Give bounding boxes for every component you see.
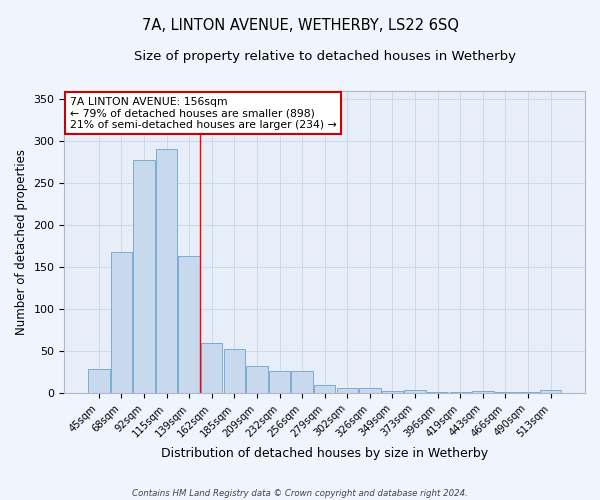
Bar [224,348,245,394]
Title: Size of property relative to detached houses in Wetherby: Size of property relative to detached ho… [134,50,516,63]
Bar [110,252,132,394]
Bar [337,388,358,394]
Bar [201,343,223,394]
Bar [314,385,335,394]
Bar [472,391,494,394]
Y-axis label: Number of detached properties: Number of detached properties [15,149,28,335]
Bar [449,392,471,394]
Bar [404,390,426,394]
Bar [382,391,403,394]
X-axis label: Distribution of detached houses by size in Wetherby: Distribution of detached houses by size … [161,447,488,460]
Text: 7A, LINTON AVENUE, WETHERBY, LS22 6SQ: 7A, LINTON AVENUE, WETHERBY, LS22 6SQ [142,18,458,32]
Bar [246,366,268,394]
Bar [269,370,290,394]
Bar [517,392,539,394]
Text: Contains HM Land Registry data © Crown copyright and database right 2024.: Contains HM Land Registry data © Crown c… [132,488,468,498]
Bar [292,372,313,394]
Text: 7A LINTON AVENUE: 156sqm
← 79% of detached houses are smaller (898)
21% of semi-: 7A LINTON AVENUE: 156sqm ← 79% of detach… [70,96,337,130]
Bar [427,392,448,394]
Bar [540,390,562,394]
Bar [178,256,200,394]
Bar [359,388,380,394]
Bar [133,160,155,394]
Bar [88,369,110,394]
Bar [156,150,177,394]
Bar [494,392,516,394]
